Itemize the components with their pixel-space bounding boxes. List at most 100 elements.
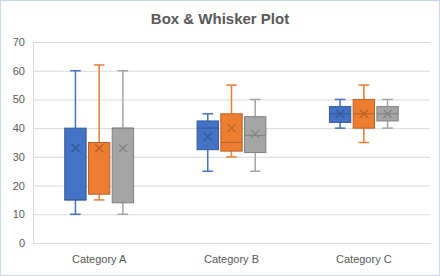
grid-line: [33, 214, 430, 215]
box-plot: [353, 85, 374, 142]
median-line: [88, 142, 109, 143]
x-axis-line: [34, 243, 431, 244]
grid-line: [33, 42, 430, 43]
whisker-cap-min: [202, 170, 213, 172]
chart-border: [1, 1, 440, 276]
mean-marker: [204, 133, 212, 141]
series: [65, 71, 351, 215]
whisker-cap-max: [250, 99, 261, 101]
lower-whisker: [207, 150, 209, 172]
grid-line: [33, 71, 430, 72]
x-axis: Category A Category B Category C: [34, 243, 431, 265]
box: [245, 117, 266, 153]
median-line: [65, 199, 86, 200]
lower-whisker: [254, 153, 256, 172]
x-tick: Category B: [204, 243, 259, 265]
box-plot: [221, 85, 242, 157]
y-tick: 70: [13, 36, 33, 48]
mean-marker: [119, 144, 127, 152]
box-plot: [377, 99, 398, 128]
whisker-cap-max: [202, 113, 213, 115]
whisker-cap-min: [226, 156, 237, 158]
whisker-cap-min: [70, 214, 81, 216]
y-tick: 60: [13, 65, 33, 77]
whisker-cap-min: [335, 127, 346, 129]
upper-whisker: [254, 99, 256, 116]
box: [221, 114, 242, 151]
box: [88, 143, 109, 195]
whisker-cap-min: [382, 127, 393, 129]
whisker-cap-max: [358, 84, 369, 86]
median-line: [221, 142, 242, 143]
x-tick-label: Category C: [336, 253, 392, 265]
upper-whisker: [231, 85, 233, 114]
upper-whisker: [387, 99, 389, 106]
chart-title: Box & Whisker Plot: [151, 10, 289, 27]
box-plot: [329, 99, 350, 128]
upper-whisker: [363, 85, 365, 99]
upper-whisker: [339, 99, 341, 106]
lower-whisker: [339, 122, 341, 128]
box-plot: [88, 65, 109, 200]
upper-whisker: [207, 114, 209, 121]
box-plot: [197, 114, 218, 171]
median-line: [112, 128, 133, 129]
plot: 010203040506070Category ACategory BCateg…: [13, 36, 431, 265]
y-tick: 40: [13, 122, 33, 134]
y-tick-label: 40: [13, 122, 25, 134]
lower-whisker: [363, 128, 365, 142]
y-tick-label: 20: [13, 180, 25, 192]
series: [112, 71, 398, 215]
mean-marker: [71, 144, 79, 152]
box: [329, 107, 350, 123]
whisker-cap-max: [382, 99, 393, 101]
y-axis: 0 10 20 30 40 50 60 70: [13, 36, 34, 249]
lower-whisker: [75, 200, 77, 214]
mean-marker: [384, 110, 392, 118]
whisker-cap-max: [94, 64, 105, 66]
y-axis-line: [33, 43, 34, 244]
grid-line: [33, 243, 430, 244]
whisker-cap-min: [358, 142, 369, 144]
y-tick: 30: [13, 151, 33, 163]
y-tick: 10: [13, 208, 33, 220]
grid: [33, 43, 430, 244]
whisker-cap-max: [70, 70, 81, 72]
whisker-cap-max: [226, 84, 237, 86]
x-tick: Category C: [336, 243, 392, 265]
box: [197, 121, 218, 150]
chart: Box & Whisker Plot 0 10 20 30 40 50 60 70 Categor…: [0, 0, 440, 276]
y-tick-label: 70: [13, 36, 25, 48]
box: [65, 128, 86, 200]
box: [353, 99, 374, 128]
whisker-cap-max: [118, 70, 129, 72]
mean-marker: [251, 130, 259, 138]
y-tick-label: 50: [13, 93, 25, 105]
box: [377, 107, 398, 121]
lower-whisker: [122, 203, 124, 214]
y-tick: 20: [13, 180, 33, 192]
median-line: [245, 135, 266, 136]
y-tick-label: 0: [19, 237, 25, 249]
whisker-cap-min: [118, 214, 129, 216]
y-tick: 50: [13, 93, 33, 105]
x-tick-label: Category B: [204, 253, 259, 265]
y-tick: 0: [19, 237, 33, 249]
box-plot: [65, 71, 86, 215]
box-plot: [245, 99, 266, 171]
whisker-cap-min: [250, 170, 261, 172]
mean-marker: [360, 110, 368, 118]
mean-marker: [95, 144, 103, 152]
x-tick-label: Category A: [72, 253, 127, 265]
median-line: [197, 128, 218, 129]
y-tick-label: 10: [13, 208, 25, 220]
upper-whisker: [122, 71, 124, 128]
lower-whisker: [231, 151, 233, 157]
x-tick: Category A: [72, 243, 127, 265]
box-plot: [112, 71, 133, 215]
y-tick-label: 60: [13, 65, 25, 77]
marks: [65, 65, 398, 214]
lower-whisker: [387, 121, 389, 128]
upper-whisker: [98, 65, 100, 143]
whisker-cap-max: [335, 99, 346, 101]
